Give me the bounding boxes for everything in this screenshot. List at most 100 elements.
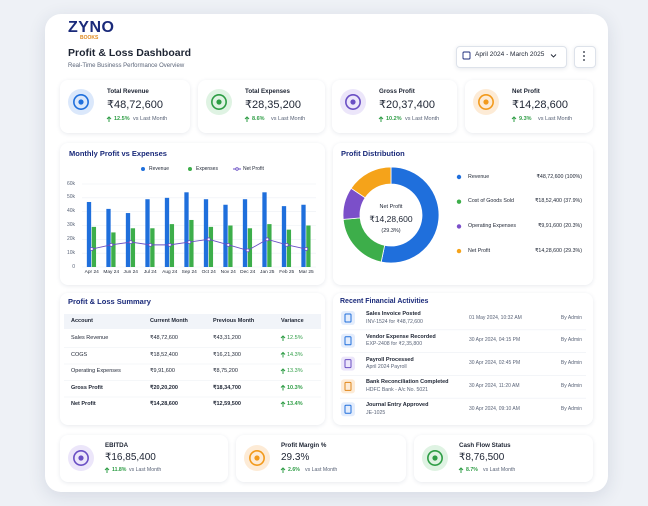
activity-title: Recent Financial Activities	[340, 298, 429, 305]
kpi-value: ₹28,35,200	[245, 99, 301, 111]
kpi-label: Net Profit	[512, 88, 540, 95]
icon-glyph	[211, 94, 227, 110]
x-tick-label: Jul 24	[143, 270, 157, 275]
table-cell: ₹16,21,300	[213, 351, 241, 358]
kpi-value: 29.3%	[281, 452, 310, 463]
line-point	[128, 240, 133, 245]
kpi-label: Total Expenses	[245, 88, 290, 95]
activity-time: 30 Apr 2024, 04:15 PM	[469, 337, 521, 344]
kpi-change: 12.5%	[114, 116, 130, 122]
date-picker[interactable]	[456, 46, 567, 68]
table-cell: ₹43,31,200	[213, 335, 241, 341]
bar	[223, 204, 228, 267]
kpi-value: ₹8,76,500	[459, 452, 505, 463]
legend-marker	[456, 199, 462, 204]
legend-label: Expenses	[196, 165, 218, 172]
up-arrow	[280, 351, 286, 358]
activity-detail: INV-1524 for ₹48,72,600	[366, 318, 423, 325]
activity-time: 01 May 2024, 10:32 AM	[469, 314, 522, 321]
bar	[247, 228, 253, 267]
activity-detail: JE-1025	[366, 409, 386, 416]
legend-marker	[456, 174, 462, 180]
x-tick-label: Mar 25	[298, 270, 314, 275]
kpi-compare: vs Last Month	[305, 467, 338, 473]
legend-marker	[141, 167, 145, 171]
activity-name: Vendor Expense Recorded	[366, 333, 436, 340]
logo-sub: BOOKS	[80, 35, 99, 41]
x-tick-label: Sep 24	[181, 270, 197, 275]
icon-glyph	[78, 99, 84, 105]
x-tick-label: Apr 24	[84, 270, 99, 275]
icon-glyph	[73, 94, 89, 110]
line-point	[226, 242, 231, 247]
table-cell: 13.4%	[287, 401, 303, 407]
icon-glyph	[478, 94, 494, 110]
column-header: Variance	[281, 317, 304, 324]
up-arrow	[244, 116, 250, 122]
legend-label: Operating Expenses	[468, 222, 516, 229]
value-label: ₹9,91,600 (20.3%)	[537, 222, 582, 229]
kpi-compare: vs Last Month	[129, 467, 162, 473]
kpi-compare: vs Last Month	[483, 467, 516, 473]
center-percent: (29.3%)	[381, 228, 401, 234]
bar	[125, 213, 131, 267]
activity-name: Payroll Processed	[366, 356, 414, 363]
up-arrow	[458, 467, 464, 473]
line-point	[167, 242, 172, 247]
bar	[281, 206, 287, 267]
column-header: Current Month	[150, 317, 188, 324]
line-point	[245, 248, 250, 253]
y-tick-label: 20k	[66, 235, 75, 242]
bar	[267, 224, 272, 267]
kpi-compare: vs Last Month	[538, 116, 573, 122]
x-tick-label: Feb 25	[279, 270, 295, 275]
table-cell: 10.3%	[287, 384, 303, 391]
line	[91, 238, 307, 251]
kpi-change: 11.8%	[112, 467, 127, 473]
activity-user: By Admin	[560, 314, 582, 321]
activity-name: Bank Reconciliation Completed	[366, 379, 449, 386]
x-tick-label: May 24	[103, 270, 120, 275]
activity-glyph	[344, 359, 352, 369]
table-cell: ₹12,59,500	[213, 401, 241, 407]
line-point	[304, 247, 309, 251]
kpi-change: 8.6%	[252, 116, 265, 122]
activity-icon	[341, 379, 355, 394]
y-tick-label: 10k	[66, 249, 75, 256]
table-cell: ₹20,20,200	[150, 384, 178, 391]
x-tick-label: Jun 24	[123, 270, 138, 275]
up-arrow	[280, 467, 286, 473]
up-arrow	[106, 116, 112, 122]
bar	[242, 199, 248, 267]
activity-detail: EXP-2408 for ₹2,35,800	[366, 341, 423, 348]
activity-detail: HDFC Bank - A/c No. 5021	[366, 386, 428, 393]
activity-user: By Admin	[560, 360, 582, 367]
line-point	[89, 247, 94, 251]
icon-glyph	[345, 94, 361, 110]
y-tick-label: 50k	[66, 194, 75, 201]
up-arrow	[280, 335, 286, 341]
up-arrow	[378, 116, 384, 122]
bar	[150, 228, 155, 267]
chart-title: Monthly Profit vs Expenses	[69, 149, 167, 158]
table-cell: ₹8,75,200	[213, 368, 238, 374]
icon-glyph	[427, 450, 443, 466]
pie-slice	[342, 217, 386, 263]
menu-dot	[583, 59, 585, 61]
up-arrow	[104, 467, 110, 473]
kpi-change: 9.3%	[519, 116, 532, 122]
value-label: ₹48,72,600 (100%)	[536, 173, 582, 180]
icon-glyph	[73, 450, 89, 466]
kpi-compare: vs Last Month	[271, 116, 306, 122]
activity-glyph	[344, 336, 352, 346]
kpi-label: Gross Profit	[379, 88, 415, 95]
x-tick-label: Nov 24	[220, 270, 236, 275]
page-title: Profit & Loss Dashboard	[68, 47, 192, 59]
bar	[184, 192, 189, 267]
bar	[91, 226, 97, 267]
icon-glyph	[254, 455, 260, 461]
table-cell: ₹48,72,600	[150, 335, 178, 341]
menu-button[interactable]	[574, 46, 596, 68]
